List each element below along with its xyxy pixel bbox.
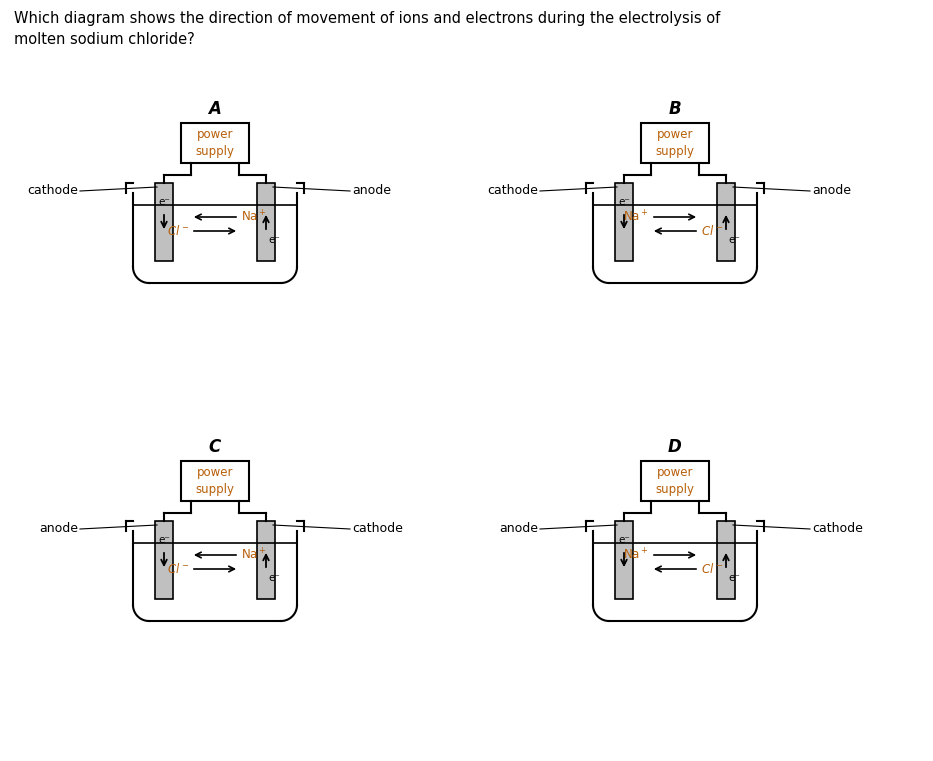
Text: Na$^+$: Na$^+$: [241, 209, 267, 224]
Bar: [257, 521, 275, 599]
Text: anode: anode: [352, 184, 391, 198]
Text: Na$^+$: Na$^+$: [623, 209, 649, 224]
Text: anode: anode: [499, 523, 538, 536]
Text: $Cl^-$: $Cl^-$: [167, 224, 189, 238]
Text: Na$^+$: Na$^+$: [623, 547, 649, 562]
Text: anode: anode: [812, 184, 851, 198]
Text: $Cl^-$: $Cl^-$: [701, 562, 723, 576]
Text: cathode: cathode: [812, 523, 863, 536]
Text: A: A: [209, 100, 221, 118]
Bar: [615, 183, 633, 261]
Text: $Cl^-$: $Cl^-$: [701, 224, 723, 238]
Text: e⁻: e⁻: [158, 197, 170, 207]
Text: cathode: cathode: [27, 184, 78, 198]
Text: B: B: [669, 100, 681, 118]
Text: power
supply: power supply: [196, 466, 234, 496]
Text: e⁻: e⁻: [268, 573, 280, 583]
Text: Which diagram shows the direction of movement of ions and electrons during the e: Which diagram shows the direction of mov…: [14, 11, 720, 47]
Text: e⁻: e⁻: [618, 535, 630, 545]
Text: e⁻: e⁻: [268, 235, 280, 245]
Text: e⁻: e⁻: [728, 573, 740, 583]
Text: power
supply: power supply: [656, 466, 694, 496]
Bar: [181, 461, 249, 501]
Bar: [155, 183, 173, 261]
Text: power
supply: power supply: [656, 128, 694, 158]
Bar: [641, 123, 709, 163]
Bar: [717, 521, 735, 599]
Bar: [181, 123, 249, 163]
Text: e⁻: e⁻: [728, 235, 740, 245]
Text: C: C: [209, 438, 221, 456]
Text: Na$^+$: Na$^+$: [241, 547, 267, 562]
Bar: [155, 521, 173, 599]
Bar: [615, 521, 633, 599]
Text: e⁻: e⁻: [618, 197, 630, 207]
Bar: [257, 183, 275, 261]
Bar: [717, 183, 735, 261]
Text: anode: anode: [39, 523, 78, 536]
Text: power
supply: power supply: [196, 128, 234, 158]
Text: $Cl^-$: $Cl^-$: [167, 562, 189, 576]
Text: D: D: [668, 438, 682, 456]
Text: cathode: cathode: [352, 523, 403, 536]
Bar: [641, 461, 709, 501]
Text: cathode: cathode: [487, 184, 538, 198]
Text: e⁻: e⁻: [158, 535, 170, 545]
